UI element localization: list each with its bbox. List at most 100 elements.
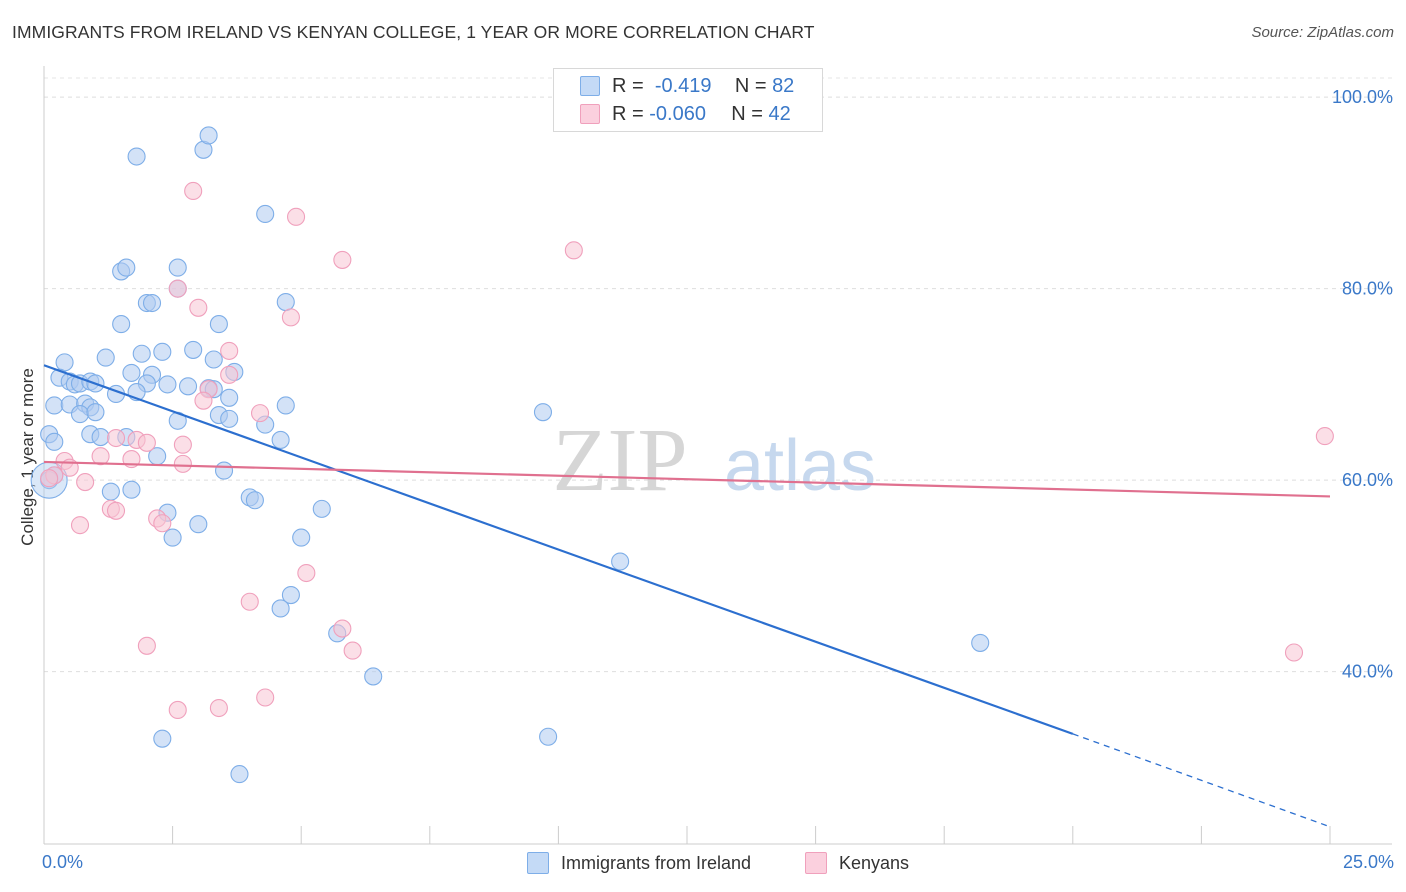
legend-ireland-swatch-icon (527, 852, 549, 874)
ireland-point (611, 552, 630, 571)
ireland-point (281, 585, 300, 605)
ireland-trend-line (43, 364, 1074, 735)
ireland-n-label: N = (734, 74, 767, 97)
gridlines (44, 77, 1392, 673)
ireland-r-label: R = (612, 74, 644, 97)
x-tick-label-min: 0.0% (42, 852, 84, 872)
ireland-point (271, 599, 290, 618)
kenyans-point (173, 454, 192, 473)
ireland-point (220, 409, 239, 428)
kenyans-point (281, 308, 300, 327)
kenyans-trend-line (43, 460, 1331, 498)
legend-item-ireland[interactable]: Immigrants from Ireland (527, 852, 751, 874)
ireland-point (364, 667, 383, 686)
ireland-point (45, 432, 64, 451)
ireland-point (86, 403, 105, 422)
kenyans-point (70, 516, 90, 535)
ireland-point (276, 396, 295, 415)
y-tick-label: 100.0% (1332, 87, 1393, 107)
ireland-point (256, 204, 275, 224)
legend-item-kenyans[interactable]: Kenyans (805, 852, 909, 874)
x-tick-label-max: 25.0% (1342, 852, 1394, 872)
kenyans-point (297, 563, 316, 583)
axes (43, 66, 1392, 845)
ireland-point (163, 528, 182, 547)
kenyans-point (220, 341, 239, 360)
ireland-point (153, 729, 172, 748)
ireland-point (91, 428, 110, 447)
kenyans-point (287, 207, 306, 226)
kenyans-r-value: -0.060 (649, 102, 706, 125)
legend-kenyans-label: Kenyans (839, 852, 910, 873)
ireland-point (178, 377, 198, 396)
stats-row-kenyans: R = -0.060 N = 42 (580, 103, 791, 125)
ireland-point (276, 293, 295, 312)
ireland-point (55, 353, 74, 372)
ireland-point (292, 528, 311, 547)
kenyans-r-label: R = (612, 102, 644, 125)
stats-row-ireland: R = -0.419 N = 82 (580, 75, 794, 97)
kenyans-point (240, 592, 259, 611)
kenyans-point (256, 688, 275, 707)
y-tick-label: 40.0% (1342, 662, 1393, 682)
kenyans-point (333, 250, 352, 269)
ireland-point (45, 396, 64, 415)
kenyans-point (153, 514, 172, 533)
kenyans-n-value: 42 (768, 102, 791, 125)
stats-legend: R = -0.419 N = 82 R = -0.060 N = 42 (553, 68, 823, 132)
watermark-zip: ZIP (553, 411, 688, 510)
watermark-atlas: atlas (724, 426, 876, 506)
ireland-point (245, 491, 264, 510)
ireland-swatch-icon (580, 76, 600, 96)
ireland-trend-extension (1072, 733, 1331, 828)
ireland-point (312, 499, 331, 518)
chart-source: Source: ZipAtlas.com (1251, 24, 1394, 41)
kenyans-point (91, 447, 110, 466)
y-tick-label: 60.0% (1342, 470, 1393, 490)
kenyans-point (220, 365, 239, 384)
series-kenyans-points (40, 181, 1334, 720)
kenyans-point (564, 241, 583, 260)
legend-ireland-label: Immigrants from Ireland (561, 852, 752, 873)
ireland-point (122, 363, 141, 382)
kenyans-point (1315, 427, 1334, 446)
y-tick-labels: 100.0% 80.0% 60.0% 40.0% (1332, 87, 1393, 682)
ireland-point (127, 147, 146, 166)
kenyans-point (209, 698, 228, 718)
ireland-point (112, 315, 131, 334)
ireland-point (184, 340, 203, 359)
ireland-point (539, 727, 558, 746)
chart-title: IMMIGRANTS FROM IRELAND VS KENYAN COLLEG… (12, 22, 815, 42)
ireland-point (533, 403, 553, 422)
ireland-point (101, 482, 120, 501)
kenyans-point (189, 298, 208, 317)
trend-lines (43, 364, 1331, 828)
ireland-point (122, 480, 141, 499)
kenyans-point (194, 391, 213, 410)
ireland-point (117, 258, 136, 277)
ireland-point (220, 388, 239, 407)
ireland-point (158, 375, 177, 394)
legend-kenyans-swatch-icon (805, 852, 827, 874)
kenyans-point (106, 501, 126, 520)
kenyans-point (173, 435, 192, 454)
ireland-point (153, 342, 172, 361)
ireland-point (214, 461, 234, 480)
ireland-n-value: 82 (772, 74, 795, 97)
kenyans-point (106, 428, 126, 448)
ireland-point (70, 405, 90, 424)
kenyans-n-label: N = (731, 102, 763, 125)
ireland-point (168, 258, 187, 277)
ireland-point (204, 350, 223, 369)
ireland-point (199, 126, 218, 145)
ireland-point (209, 315, 228, 334)
ireland-point (132, 344, 151, 363)
kenyans-swatch-icon (580, 104, 600, 124)
kenyans-point (250, 404, 270, 423)
kenyans-point (1284, 643, 1304, 662)
ireland-point (142, 293, 162, 313)
ireland-point (189, 515, 208, 534)
ireland-point (96, 348, 115, 367)
kenyans-point (168, 279, 187, 298)
